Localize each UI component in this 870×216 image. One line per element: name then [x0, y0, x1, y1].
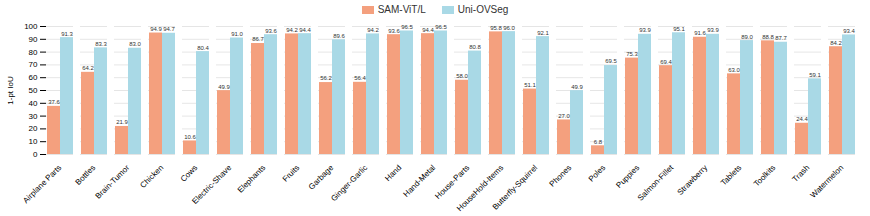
svg-text:93.6: 93.6 [265, 28, 277, 34]
svg-text:89.6: 89.6 [333, 33, 345, 39]
svg-text:80.4: 80.4 [197, 45, 209, 51]
svg-text:Salmon-Fillet: Salmon-Fillet [636, 163, 676, 203]
svg-text:27.0: 27.0 [558, 113, 570, 119]
svg-text:0: 0 [33, 150, 38, 159]
svg-text:Puppies: Puppies [614, 163, 641, 190]
svg-text:96.5: 96.5 [401, 24, 413, 30]
svg-text:91.0: 91.0 [231, 31, 243, 37]
svg-text:60: 60 [29, 73, 38, 82]
svg-text:Poles: Poles [587, 163, 608, 184]
svg-text:10.6: 10.6 [184, 134, 196, 140]
svg-text:100: 100 [24, 22, 38, 31]
svg-text:Phones: Phones [548, 163, 574, 189]
svg-text:Chicken: Chicken [138, 163, 165, 190]
svg-text:Toolkits: Toolkits [752, 163, 777, 188]
svg-text:24.4: 24.4 [796, 116, 808, 122]
svg-text:Fruits: Fruits [281, 163, 302, 184]
svg-text:Brain-Tumor: Brain-Tumor [94, 163, 132, 201]
svg-text:80.8: 80.8 [469, 44, 481, 50]
svg-text:69.4: 69.4 [660, 59, 672, 65]
svg-text:49.9: 49.9 [218, 84, 230, 90]
svg-text:86.7: 86.7 [252, 36, 264, 42]
svg-text:Tablets: Tablets [719, 163, 743, 187]
svg-text:90: 90 [29, 35, 38, 44]
svg-text:94.4: 94.4 [422, 27, 434, 33]
svg-text:49.9: 49.9 [571, 84, 583, 90]
svg-text:56.4: 56.4 [354, 75, 366, 81]
svg-text:83.0: 83.0 [129, 41, 141, 47]
svg-text:94.9: 94.9 [150, 26, 162, 32]
svg-text:Electric-Shave: Electric-Shave [190, 163, 233, 206]
svg-text:Cows: Cows [179, 163, 200, 184]
svg-text:94.7: 94.7 [163, 26, 175, 32]
svg-text:Ginger-Garlic: Ginger-Garlic [329, 163, 369, 203]
svg-text:10: 10 [29, 137, 38, 146]
html-text:SAM-ViT/L: SAM-ViT/L [377, 3, 426, 15]
svg-text:96.5: 96.5 [435, 24, 447, 30]
svg-text:83.3: 83.3 [95, 41, 107, 47]
svg-text:Airplane Parts: Airplane Parts [21, 163, 63, 205]
svg-text:20: 20 [29, 124, 38, 133]
svg-text:94.2: 94.2 [286, 27, 298, 33]
svg-text:30: 30 [29, 112, 38, 121]
svg-text:40: 40 [29, 99, 38, 108]
svg-text:64.2: 64.2 [82, 65, 94, 71]
svg-text:91.6: 91.6 [694, 30, 706, 36]
svg-text:95.8: 95.8 [490, 25, 502, 31]
svg-text:69.5: 69.5 [605, 58, 617, 64]
svg-text:Hand-Metal: Hand-Metal [402, 163, 438, 199]
svg-text:75.3: 75.3 [626, 51, 638, 57]
svg-text:56.2: 56.2 [320, 75, 332, 81]
svg-text:Trash: Trash [791, 163, 812, 184]
svg-text:Watermelon: Watermelon [809, 163, 846, 200]
svg-text:88.8: 88.8 [762, 34, 774, 40]
svg-text:Bottles: Bottles [74, 163, 98, 187]
svg-text:58.0: 58.0 [456, 73, 468, 79]
svg-text:93.9: 93.9 [639, 27, 651, 33]
svg-text:91.3: 91.3 [61, 31, 73, 37]
svg-text:6.8: 6.8 [594, 139, 603, 145]
svg-text:92.1: 92.1 [537, 30, 549, 36]
svg-text:70: 70 [29, 60, 38, 69]
svg-text:51.1: 51.1 [524, 82, 536, 88]
svg-text:21.9: 21.9 [116, 119, 128, 125]
svg-text:89.0: 89.0 [741, 34, 753, 40]
svg-text:Elephants: Elephants [236, 163, 268, 195]
svg-text:96.0: 96.0 [503, 25, 515, 31]
svg-text:87.7: 87.7 [775, 35, 787, 41]
svg-text:1-pt IoU: 1-pt IoU [6, 76, 15, 105]
svg-text:93.9: 93.9 [707, 27, 719, 33]
svg-text:95.1: 95.1 [673, 26, 685, 32]
html-text:Uni-OVSeg: Uni-OVSeg [457, 3, 509, 15]
svg-text:Butterfly-Squirrel: Butterfly-Squirrel [491, 163, 540, 212]
svg-text:Hand: Hand [383, 163, 403, 183]
svg-text:House-Parts: House-Parts [433, 163, 472, 201]
svg-text:Garbage: Garbage [307, 163, 336, 192]
svg-text:94.4: 94.4 [299, 27, 311, 33]
svg-text:94.2: 94.2 [367, 27, 379, 33]
svg-text:HouseHold-Items: HouseHold-Items [455, 163, 506, 214]
svg-text:Strawberry: Strawberry [676, 163, 710, 197]
svg-text:93.4: 93.4 [843, 28, 855, 34]
svg-text:37.6: 37.6 [48, 99, 60, 105]
svg-text:50: 50 [29, 86, 38, 95]
svg-text:80: 80 [29, 48, 38, 57]
svg-text:63.0: 63.0 [728, 67, 740, 73]
svg-text:59.1: 59.1 [809, 72, 821, 78]
svg-text:93.6: 93.6 [388, 28, 400, 34]
svg-text:84.2: 84.2 [830, 40, 842, 46]
